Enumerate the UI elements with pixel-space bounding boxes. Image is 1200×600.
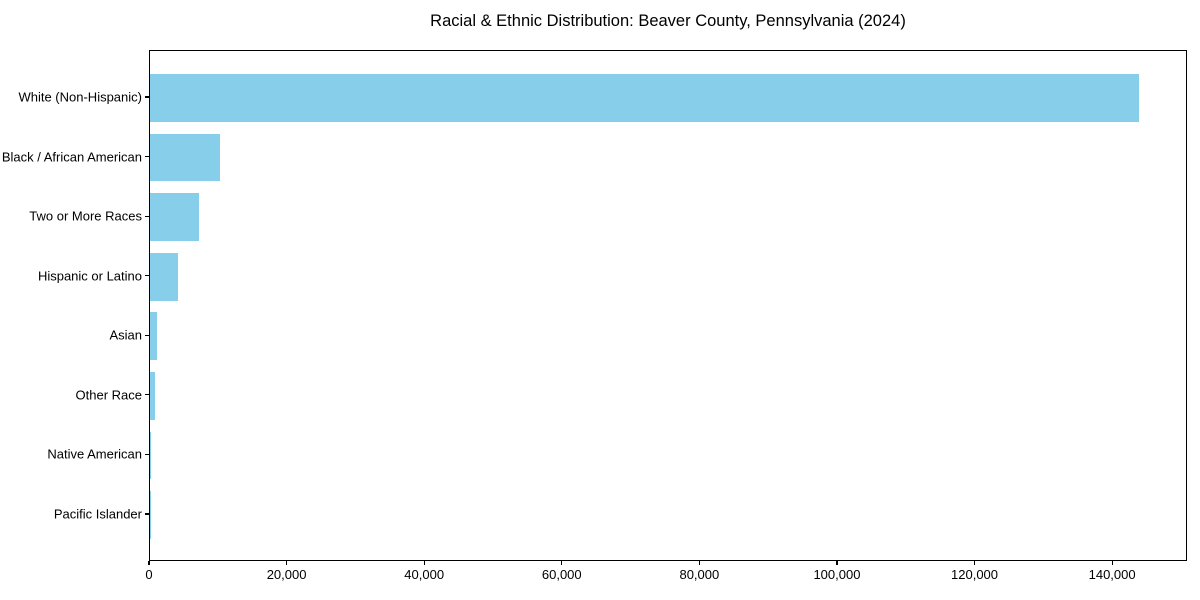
- x-tick-label-120000: 120,000: [951, 567, 999, 582]
- y-tick-label-hispanic-or-latino: Hispanic or Latino: [37, 268, 142, 284]
- x-tick-label-60000: 60,000: [541, 567, 582, 582]
- y-tick-label-native-american: Native American: [47, 446, 142, 462]
- bar-asian: [150, 312, 157, 361]
- bar-native-american: [150, 431, 152, 480]
- x-tick-mark-100000: [836, 561, 838, 565]
- y-tick-mark-two-or-more-races: [145, 215, 149, 217]
- x-tick-mark-20000: [285, 561, 288, 565]
- x-tick-label-40000: 40,000: [404, 567, 445, 582]
- bar-hispanic-or-latino: [150, 252, 178, 301]
- y-tick-label-black-african-american: Black / African American: [1, 149, 142, 165]
- x-tick-mark-0: [148, 561, 150, 565]
- x-tick-label-80000: 80,000: [679, 567, 720, 582]
- x-tick-label-20000: 20,000: [266, 567, 307, 582]
- y-tick-label-two-or-more-races: Two or More Races: [29, 208, 142, 224]
- y-tick-label-other-race: Other Race: [75, 387, 142, 403]
- plot-area: [149, 50, 1187, 561]
- bar-black-african-american: [150, 133, 220, 182]
- y-tick-label-pacific-islander: Pacific Islander: [53, 506, 142, 522]
- y-tick-mark-asian: [145, 334, 149, 336]
- y-tick-mark-other-race: [145, 394, 149, 396]
- x-tick-label-100000: 100,000: [813, 567, 861, 582]
- y-tick-label-white-non-hispanic: White (Non-Hispanic): [18, 89, 142, 105]
- y-tick-mark-native-american: [145, 453, 149, 455]
- y-tick-mark-pacific-islander: [145, 513, 149, 515]
- x-tick-label-140000: 140,000: [1088, 567, 1136, 582]
- y-tick-mark-black-african-american: [145, 156, 149, 158]
- x-tick-mark-40000: [423, 561, 425, 565]
- x-tick-mark-80000: [698, 561, 700, 565]
- y-tick-label-asian: Asian: [109, 327, 142, 343]
- y-tick-mark-white-non-hispanic: [145, 96, 149, 98]
- x-tick-label-0: 0: [145, 567, 153, 582]
- x-tick-mark-140000: [1111, 561, 1113, 565]
- bar-two-or-more-races: [150, 193, 200, 241]
- bar-other-race: [150, 372, 155, 420]
- chart-title: Racial & Ethnic Distribution: Beaver Cou…: [430, 12, 906, 30]
- y-tick-mark-hispanic-or-latino: [145, 275, 149, 277]
- x-tick-mark-120000: [973, 561, 976, 565]
- bar-white-non-hispanic: [150, 74, 1139, 122]
- x-tick-mark-60000: [561, 561, 563, 565]
